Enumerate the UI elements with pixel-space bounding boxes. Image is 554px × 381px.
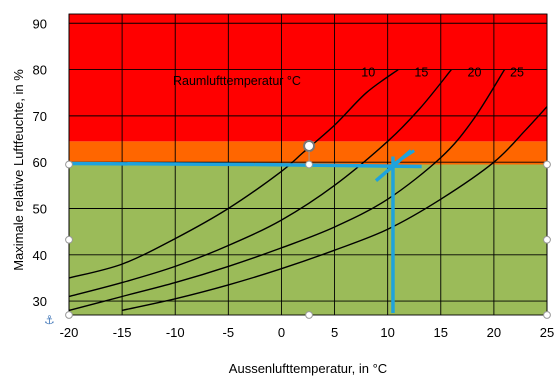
x-tick-label: 15 (434, 325, 448, 340)
curve-label-15: 15 (414, 66, 428, 80)
curve-label-20: 20 (468, 66, 482, 80)
resize-handle (65, 160, 73, 169)
y-tick-label: 50 (33, 201, 47, 216)
y-tick-label: 30 (33, 294, 47, 309)
x-tick-label: -15 (113, 325, 132, 340)
x-tick-label: 25 (540, 325, 554, 340)
y-tick-label: 70 (33, 109, 47, 124)
x-tick-label: -5 (223, 325, 235, 340)
curve-label-10: 10 (361, 66, 375, 80)
curve-label-25: 25 (510, 66, 524, 80)
annotation-layer (68, 149, 422, 313)
x-tick-label: 5 (331, 325, 338, 340)
x-tick-label: 10 (380, 325, 394, 340)
selection-handles (65, 139, 551, 319)
zone-green (69, 164, 547, 315)
curve-15 (68, 69, 452, 298)
x-tick-label: 20 (487, 325, 501, 340)
anchor-icon: ⚓ (44, 313, 55, 327)
resize-handle (543, 235, 551, 244)
curves-layer: 10 15 20 25 (68, 66, 548, 312)
y-axis-label: Maximale relative Luftfeuchte, in % (11, 69, 26, 271)
x-tick-labels: -20 -15 -10 -5 0 5 10 15 20 25 (60, 325, 554, 340)
resize-handle (305, 160, 313, 169)
x-axis-label: Aussenlufttemperatur, in °C (229, 361, 387, 376)
threshold-line (68, 161, 255, 167)
curve-25 (121, 106, 548, 312)
y-tick-label: 60 (33, 155, 47, 170)
x-tick-label: -20 (60, 325, 79, 340)
legend-title: Raumlufttemperatur °C (173, 74, 301, 88)
resize-handle (65, 311, 73, 319)
resize-handle (305, 311, 313, 319)
x-tick-label: -10 (166, 325, 185, 340)
y-tick-label: 90 (33, 16, 47, 31)
resize-handle (65, 235, 73, 244)
marker-arrow (392, 149, 416, 166)
y-tick-labels: 30 40 50 60 70 80 90 (33, 16, 47, 309)
rotate-handle-icon (303, 139, 316, 152)
zone-orange (69, 141, 547, 165)
y-tick-label: 80 (33, 63, 47, 78)
x-tick-label: 0 (278, 325, 285, 340)
y-tick-label: 40 (33, 248, 47, 263)
curve-20 (68, 69, 506, 312)
resize-handle (543, 160, 551, 169)
curve-10 (68, 69, 399, 279)
resize-handle (543, 311, 551, 319)
zone-red (69, 14, 547, 142)
